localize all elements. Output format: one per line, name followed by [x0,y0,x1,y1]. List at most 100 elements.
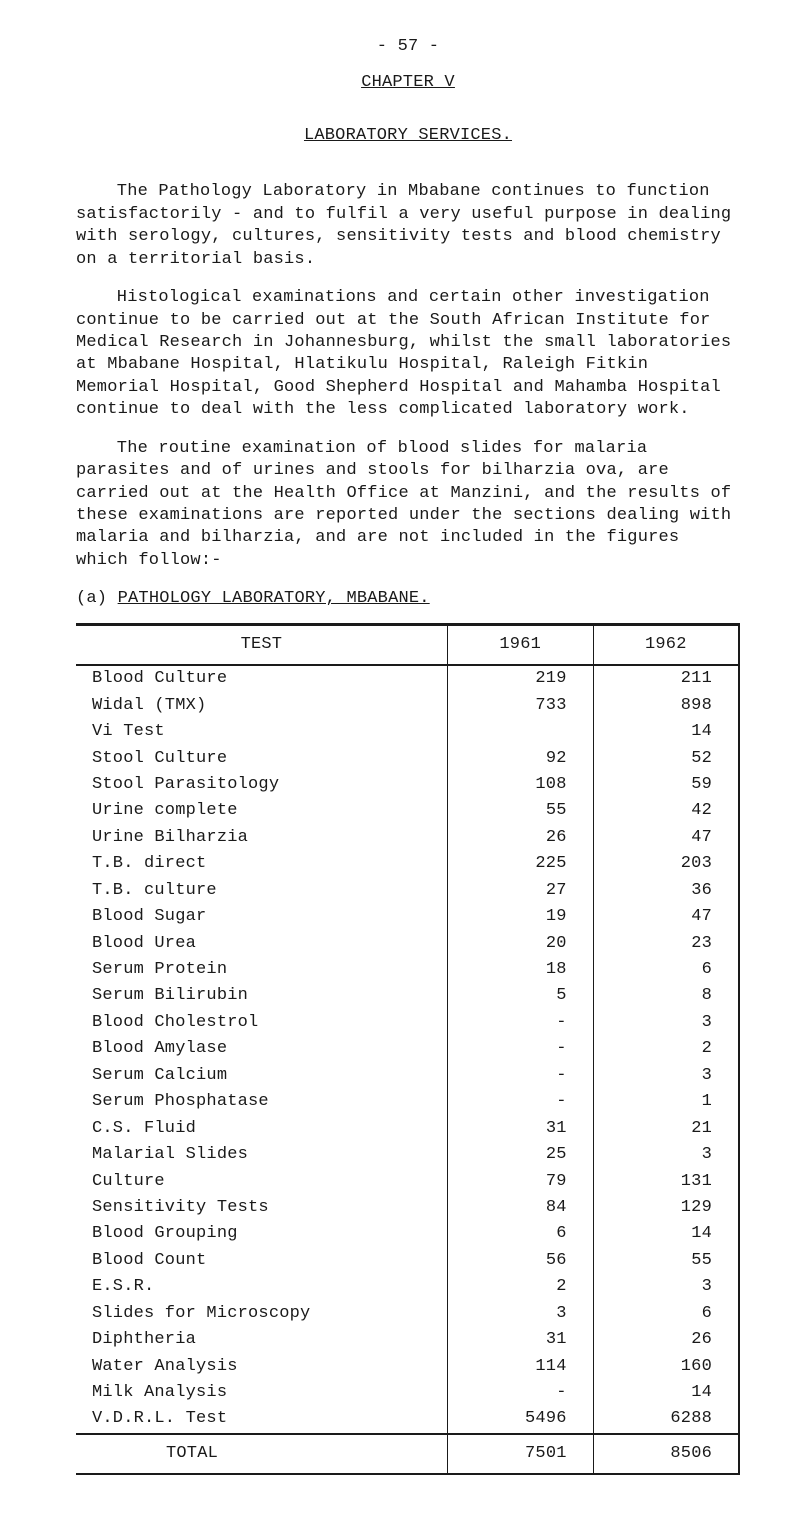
table-row: T.B. culture2736 [76,878,739,904]
row-1962: 129 [593,1195,739,1221]
row-1961: 5496 [447,1406,593,1433]
row-1962: 14 [593,1380,739,1406]
table-row: Blood Amylase-2 [76,1036,739,1062]
section-title: LABORATORY SERVICES. [76,125,740,147]
row-name: Serum Protein [76,957,447,983]
row-1961: 2 [447,1274,593,1300]
row-1961: 79 [447,1169,593,1195]
row-1961: - [447,1380,593,1406]
row-1961: 31 [447,1116,593,1142]
row-1961: 108 [447,772,593,798]
row-name: C.S. Fluid [76,1116,447,1142]
row-1961: - [447,1089,593,1115]
table-row: Serum Bilirubin58 [76,983,739,1009]
col-header-test: TEST [76,626,447,665]
row-name: E.S.R. [76,1274,447,1300]
row-name: Vi Test [76,719,447,745]
paragraph-3: The routine examination of blood slides … [76,438,740,573]
table-total-row: TOTAL75018506 [76,1434,739,1474]
row-name: Urine complete [76,798,447,824]
row-name: Serum Phosphatase [76,1089,447,1115]
row-1961: 733 [447,693,593,719]
paragraph-1: The Pathology Laboratory in Mbabane cont… [76,181,740,271]
row-1961: 25 [447,1142,593,1168]
row-1962: 47 [593,825,739,851]
row-name: Blood Grouping [76,1221,447,1247]
row-1962: 203 [593,851,739,877]
row-name: Stool Culture [76,746,447,772]
row-1962: 211 [593,665,739,692]
table-row: Diphtheria3126 [76,1327,739,1353]
row-1962: 14 [593,719,739,745]
table-row: C.S. Fluid3121 [76,1116,739,1142]
row-1961: 114 [447,1354,593,1380]
row-1961: 56 [447,1248,593,1274]
row-name: Blood Urea [76,931,447,957]
row-1961: 225 [447,851,593,877]
pathology-table: TEST 1961 1962 Blood Culture219211Widal … [76,626,740,1476]
table-row: Slides for Microscopy36 [76,1301,739,1327]
paragraph-1-text: The Pathology Laboratory in Mbabane cont… [76,182,731,268]
row-name: Blood Count [76,1248,447,1274]
row-1962: 55 [593,1248,739,1274]
table-row: Stool Culture9252 [76,746,739,772]
row-1962: 14 [593,1221,739,1247]
row-1961: 3 [447,1301,593,1327]
table-row: Culture79131 [76,1169,739,1195]
subsection-heading: (a) PATHOLOGY LABORATORY, MBABANE. [76,588,740,610]
row-1961: 5 [447,983,593,1009]
row-1962: 23 [593,931,739,957]
row-name: Urine Bilharzia [76,825,447,851]
row-1961: 92 [447,746,593,772]
table-row: Vi Test 14 [76,719,739,745]
row-name: Sensitivity Tests [76,1195,447,1221]
row-1962: 898 [593,693,739,719]
row-name: T.B. culture [76,878,447,904]
row-1962: 47 [593,904,739,930]
table-row: Blood Grouping614 [76,1221,739,1247]
row-1962: 1 [593,1089,739,1115]
table-row: Blood Sugar1947 [76,904,739,930]
table-row: T.B. direct225203 [76,851,739,877]
table-row: Blood Culture219211 [76,665,739,692]
table-row: Serum Protein186 [76,957,739,983]
row-1962: 3 [593,1010,739,1036]
total-1962: 8506 [593,1434,739,1474]
row-name: Widal (TMX) [76,693,447,719]
table-row: Urine Bilharzia2647 [76,825,739,851]
row-1962: 59 [593,772,739,798]
table-row: Blood Count5655 [76,1248,739,1274]
row-1961: 26 [447,825,593,851]
row-name: Serum Calcium [76,1063,447,1089]
row-1961: 55 [447,798,593,824]
total-1961: 7501 [447,1434,593,1474]
table-header-row: TEST 1961 1962 [76,626,739,665]
row-name: T.B. direct [76,851,447,877]
row-1962: 6288 [593,1406,739,1433]
table-row: V.D.R.L. Test54966288 [76,1406,739,1433]
row-1962: 8 [593,983,739,1009]
row-1961: 20 [447,931,593,957]
table-row: Serum Phosphatase-1 [76,1089,739,1115]
row-1961: 219 [447,665,593,692]
table-row: Urine complete5542 [76,798,739,824]
paragraph-2-text: Histological examinations and certain ot… [76,288,731,419]
row-name: Milk Analysis [76,1380,447,1406]
row-1962: 6 [593,957,739,983]
row-1962: 21 [593,1116,739,1142]
table-row: Blood Cholestrol-3 [76,1010,739,1036]
paragraph-2: Histological examinations and certain ot… [76,287,740,422]
row-1962: 3 [593,1274,739,1300]
chapter-text: CHAPTER V [361,73,455,92]
row-name: Blood Cholestrol [76,1010,447,1036]
row-name: Blood Culture [76,665,447,692]
row-name: Serum Bilirubin [76,983,447,1009]
table-row: Widal (TMX)733898 [76,693,739,719]
row-1962: 160 [593,1354,739,1380]
row-1961: - [447,1036,593,1062]
row-1961: 31 [447,1327,593,1353]
row-1962: 36 [593,878,739,904]
table-row: Malarial Slides253 [76,1142,739,1168]
row-1961: 18 [447,957,593,983]
table-body: Blood Culture219211Widal (TMX)733898Vi T… [76,665,739,1474]
